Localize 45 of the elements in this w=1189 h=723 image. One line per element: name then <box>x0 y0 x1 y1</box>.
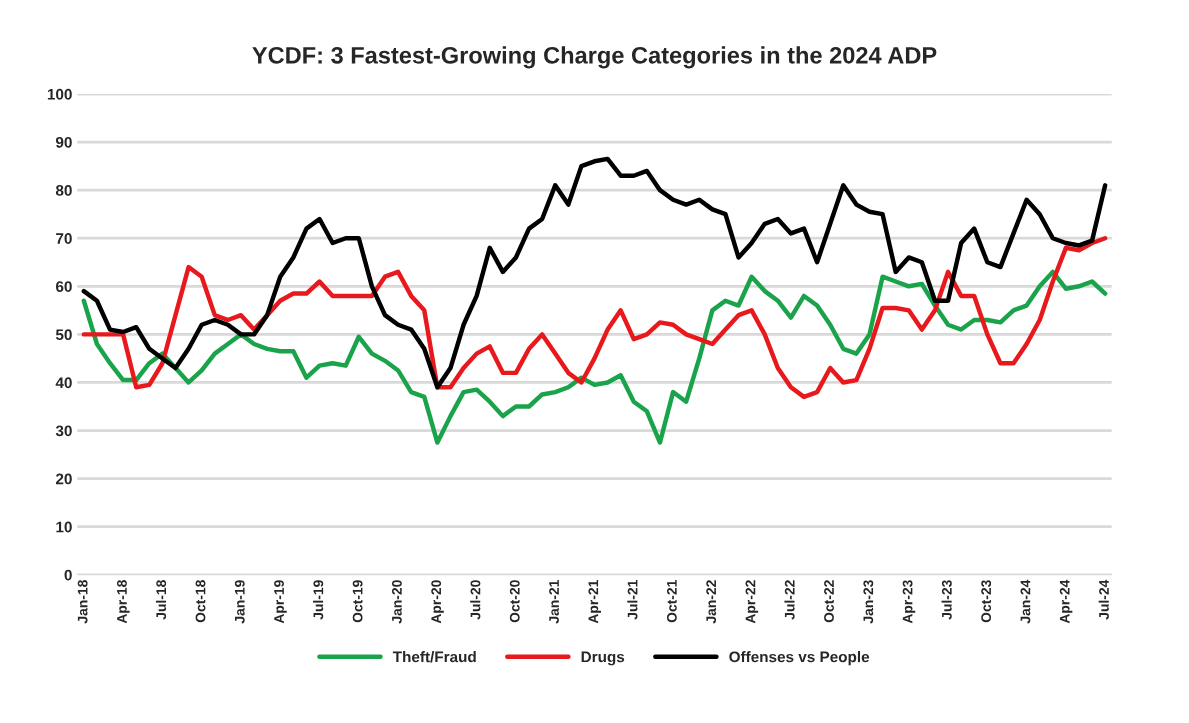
x-tick-label: Jul-19 <box>313 580 324 620</box>
x-tick-label: Apr-21 <box>588 580 601 624</box>
x-tick-label: Jan-19 <box>234 580 245 624</box>
legend-label: Drugs <box>581 651 625 666</box>
x-tick-label: Oct-22 <box>824 580 834 623</box>
line-series <box>81 269 1108 445</box>
x-tick-label: Jul-24 <box>1098 579 1109 620</box>
x-tick-label: Oct-18 <box>195 580 206 623</box>
x-tick-label: Oct-23 <box>981 580 992 623</box>
x-tick-label: Oct-20 <box>509 580 520 623</box>
x-tick-label: Apr-19 <box>274 580 287 624</box>
y-tick-label: 90 <box>55 136 72 148</box>
x-tick-label: Jul-21 <box>627 580 638 620</box>
x-tick-label: Apr-23 <box>902 580 916 624</box>
x-tick-label: Oct-21 <box>666 580 677 623</box>
line-series <box>81 156 1108 390</box>
x-tick-label: Apr-22 <box>745 580 759 624</box>
x-tick-label: Jan-24 <box>1020 579 1031 624</box>
x-tick-label: Jul-18 <box>155 580 167 620</box>
y-tick-label: 30 <box>55 425 72 437</box>
y-tick-label: 20 <box>55 473 72 485</box>
y-tick-label: 40 <box>55 377 72 389</box>
x-tick-label: Jul-20 <box>470 580 481 620</box>
x-tick-label: Apr-20 <box>431 580 444 624</box>
y-tick-label: 50 <box>55 329 72 341</box>
y-tick-label: 0 <box>64 569 72 581</box>
x-tick-label: Oct-19 <box>352 580 363 623</box>
legend-label: Offenses vs People <box>729 651 870 666</box>
line-series <box>81 236 1108 400</box>
x-tick-label: Jan-23 <box>863 580 874 624</box>
y-tick-label: 60 <box>55 281 72 292</box>
x-tick-label: Apr-24 <box>1059 579 1073 624</box>
x-tick-label: Apr-18 <box>117 580 130 624</box>
y-tick-label: 80 <box>55 185 72 196</box>
x-tick-label: Jan-20 <box>391 580 402 624</box>
legend-label: Theft/Fraud <box>392 651 476 663</box>
x-tick-label: Jan-18 <box>77 580 88 624</box>
chart-title: YCDF: 3 Fastest-Growing Charge Categories in the 2024 ADP <box>252 46 937 69</box>
x-tick-label: Jan-22 <box>706 580 717 624</box>
y-tick-label: 10 <box>56 521 72 533</box>
x-tick-label: Jan-21 <box>549 580 559 624</box>
y-tick-label: 70 <box>56 233 72 244</box>
x-tick-label: Jul-22 <box>784 580 795 620</box>
x-tick-label: Jul-23 <box>941 580 952 620</box>
y-tick-label: 100 <box>47 88 72 100</box>
